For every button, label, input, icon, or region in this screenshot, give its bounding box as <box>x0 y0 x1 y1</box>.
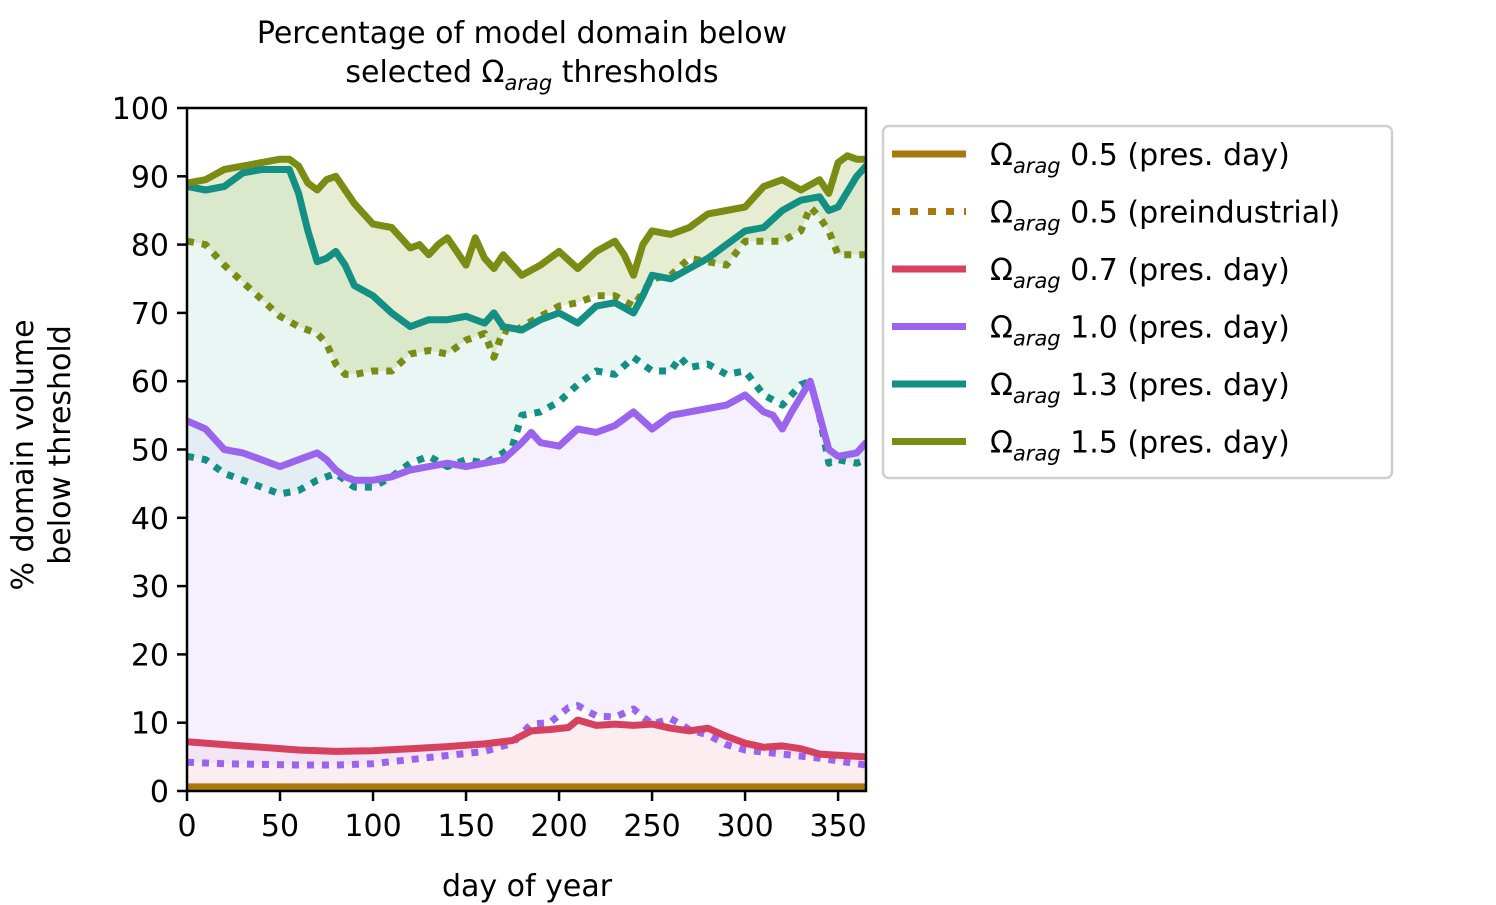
x-tick-label-5: 250 <box>623 809 680 844</box>
series-line-8 <box>187 152 866 279</box>
x-tick-label-2: 100 <box>344 809 401 844</box>
y-axis-label-line1: % domain volume <box>6 319 41 590</box>
legend-label-0: Ωarag 0.5 (pres. day) <box>990 138 1290 178</box>
x-axis-label: day of year <box>442 869 613 904</box>
series-lines <box>187 152 866 791</box>
x-tick-label-3: 150 <box>437 809 494 844</box>
x-tick-label-1: 50 <box>261 809 299 844</box>
legend-frame <box>881 124 1394 480</box>
series-line-4 <box>187 377 866 484</box>
chart-title-line1: Percentage of model domain below <box>257 16 787 51</box>
y-tick-label-2: 20 <box>131 638 169 673</box>
y-tick-label-9: 90 <box>131 160 169 195</box>
series-line-2 <box>187 716 866 761</box>
x-tick-label-6: 300 <box>716 809 773 844</box>
legend: Ωarag 0.5 (pres. day) Ωarag 0.5 (preindus… <box>881 124 1394 480</box>
y-tick-label-0: 0 <box>150 775 169 810</box>
x-tick-label-4: 200 <box>530 809 587 844</box>
series-line-6 <box>187 162 866 334</box>
fill-area-4 <box>187 381 866 765</box>
legend-label-2: Ωarag 0.7 (pres. day) <box>990 253 1290 293</box>
series-line-5 <box>187 702 866 769</box>
x-tick-label-0: 0 <box>177 809 196 844</box>
y-tick-label-6: 60 <box>131 365 169 400</box>
legend-label-1: Ωarag 0.5 (preindustrial) <box>990 196 1340 236</box>
y-tick-label-7: 70 <box>131 297 169 332</box>
y-tick-label-4: 40 <box>131 502 169 537</box>
chart-title-line2: selected Ωarag thresholds <box>345 55 718 95</box>
fill-areas <box>187 155 866 789</box>
legend-label-5: Ωarag 1.5 (pres. day) <box>990 426 1290 466</box>
y-tick-label-1: 10 <box>131 707 169 742</box>
y-tick-label-10: 100 <box>112 92 169 127</box>
x-tick-label-7: 350 <box>809 809 866 844</box>
y-tick-label-3: 30 <box>131 570 169 605</box>
x-axis: 0 50 100 150 200 250 300 350 <box>177 791 867 844</box>
y-axis-label-line2: below threshold <box>43 325 78 565</box>
fill-area-2 <box>187 720 866 789</box>
y-tick-label-5: 50 <box>131 434 169 469</box>
y-tick-label-8: 80 <box>131 229 169 264</box>
series-line-7 <box>187 353 866 498</box>
y-axis: 0 10 20 30 40 50 60 70 80 90 100 <box>112 92 187 810</box>
legend-label-4: Ωarag 1.3 (pres. day) <box>990 368 1290 408</box>
legend-label-3: Ωarag 1.0 (pres. day) <box>990 311 1290 351</box>
